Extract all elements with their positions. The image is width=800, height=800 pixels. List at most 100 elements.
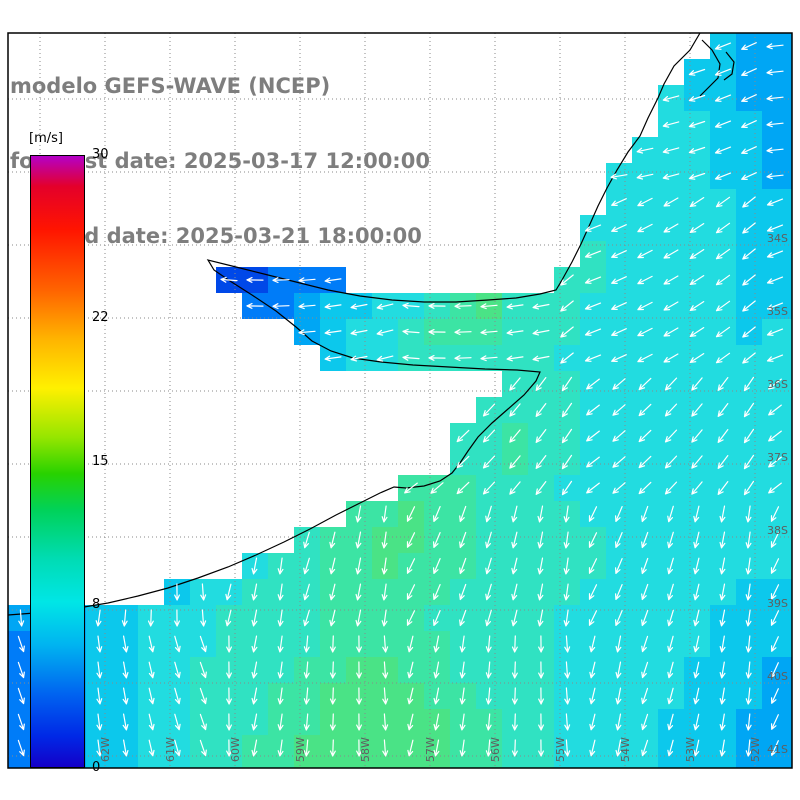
- wave-direction-arrow: [459, 687, 466, 705]
- wave-direction-arrow: [611, 302, 627, 310]
- wave-direction-arrow: [688, 120, 706, 128]
- wave-direction-arrow: [350, 329, 368, 336]
- wave-direction-arrow: [509, 403, 521, 417]
- wave-direction-arrow: [714, 120, 732, 128]
- wave-direction-arrow: [641, 505, 649, 523]
- field-cell: [762, 371, 792, 397]
- wave-direction-arrow: [303, 531, 310, 549]
- wave-direction-arrow: [433, 661, 440, 679]
- latitude-label: 41S: [767, 743, 788, 756]
- wave-direction-arrow: [663, 249, 679, 259]
- wave-direction-arrow: [511, 661, 518, 679]
- wave-direction-arrow: [771, 740, 779, 756]
- wave-direction-arrow: [459, 531, 467, 549]
- wave-direction-arrow: [433, 713, 440, 731]
- wave-direction-arrow: [560, 274, 574, 286]
- longitude-label: 57W: [424, 737, 437, 762]
- wave-direction-arrow: [615, 661, 622, 679]
- wave-direction-arrow: [637, 275, 653, 285]
- wave-direction-arrow: [745, 583, 752, 601]
- wave-direction-arrow: [691, 377, 703, 391]
- latitude-label: 35S: [767, 305, 788, 318]
- longitude-label: 52W: [749, 737, 762, 762]
- wave-direction-arrow: [433, 610, 441, 626]
- wave-direction-arrow: [147, 609, 154, 627]
- wave-direction-arrow: [771, 662, 779, 678]
- wave-direction-arrow: [535, 429, 547, 443]
- wave-direction-arrow: [17, 687, 25, 705]
- wave-direction-arrow: [664, 403, 678, 417]
- wave-direction-arrow: [174, 609, 180, 627]
- wave-direction-arrow: [511, 739, 518, 757]
- wave-direction-arrow: [689, 327, 705, 337]
- wave-direction-arrow: [485, 661, 492, 679]
- wave-direction-arrow: [766, 173, 784, 180]
- wave-direction-arrow: [771, 688, 779, 704]
- wave-direction-arrow: [355, 531, 362, 549]
- wave-direction-arrow: [485, 505, 492, 523]
- wave-direction-arrow: [356, 661, 362, 679]
- wave-direction-arrow: [641, 583, 649, 601]
- wave-direction-arrow: [324, 277, 342, 284]
- wave-direction-arrow: [382, 739, 389, 757]
- wave-direction-arrow: [199, 635, 207, 653]
- colorbar-tick-label: 15: [92, 453, 109, 469]
- wave-direction-arrow: [122, 739, 129, 757]
- field-cell: [8, 761, 34, 768]
- field-cell: [762, 267, 792, 293]
- wave-direction-arrow: [303, 557, 310, 575]
- wave-direction-arrow: [667, 505, 674, 523]
- wave-direction-arrow: [719, 635, 726, 653]
- wave-direction-arrow: [407, 739, 414, 757]
- wave-direction-arrow: [17, 661, 25, 679]
- wave-direction-arrow: [588, 532, 598, 548]
- wave-direction-arrow: [693, 557, 700, 575]
- wave-direction-arrow: [589, 661, 596, 679]
- wave-direction-arrow: [433, 532, 441, 548]
- wave-direction-arrow: [766, 328, 784, 336]
- wave-direction-arrow: [148, 635, 155, 653]
- wave-direction-arrow: [667, 531, 674, 549]
- wave-direction-arrow: [584, 328, 602, 336]
- latitude-label: 38S: [767, 524, 788, 537]
- longitude-label: 62W: [99, 737, 112, 762]
- wave-direction-arrow: [588, 558, 598, 574]
- wave-direction-arrow: [225, 583, 232, 601]
- wave-direction-arrow: [511, 557, 518, 575]
- wave-direction-arrow: [688, 68, 706, 76]
- wave-direction-arrow: [174, 635, 181, 653]
- field-cell: [762, 449, 792, 475]
- wave-direction-arrow: [560, 352, 574, 364]
- wave-direction-arrow: [667, 557, 674, 575]
- wave-direction-arrow: [376, 303, 394, 310]
- wave-direction-arrow: [482, 429, 496, 443]
- wave-direction-arrow: [584, 302, 602, 310]
- field-cell: [762, 527, 792, 553]
- wave-direction-arrow: [770, 506, 780, 522]
- field-cell: [346, 761, 372, 768]
- wave-direction-arrow: [584, 276, 602, 284]
- wave-direction-arrow: [381, 609, 388, 627]
- wave-direction-arrow: [246, 303, 264, 309]
- wave-direction-arrow: [588, 506, 598, 522]
- wave-direction-arrow: [766, 69, 784, 76]
- wave-direction-arrow: [226, 635, 232, 653]
- wave-direction-arrow: [588, 610, 598, 626]
- wave-direction-arrow: [715, 248, 731, 260]
- wave-direction-arrow: [743, 454, 755, 470]
- wave-direction-arrow: [407, 713, 414, 731]
- wave-direction-arrow: [589, 635, 596, 653]
- wave-direction-arrow: [691, 429, 703, 443]
- wave-direction-arrow: [691, 481, 703, 495]
- wave-direction-arrow: [382, 713, 389, 731]
- wave-direction-arrow: [406, 558, 416, 574]
- wave-direction-arrow: [96, 661, 103, 679]
- wave-direction-arrow: [459, 505, 467, 523]
- wave-direction-arrow: [742, 248, 756, 260]
- field-cell: [762, 423, 792, 449]
- wave-direction-arrow: [454, 355, 472, 362]
- wave-direction-arrow: [636, 147, 654, 154]
- wave-direction-arrow: [667, 609, 674, 627]
- wave-direction-arrow: [511, 609, 518, 627]
- wave-direction-arrow: [535, 403, 547, 417]
